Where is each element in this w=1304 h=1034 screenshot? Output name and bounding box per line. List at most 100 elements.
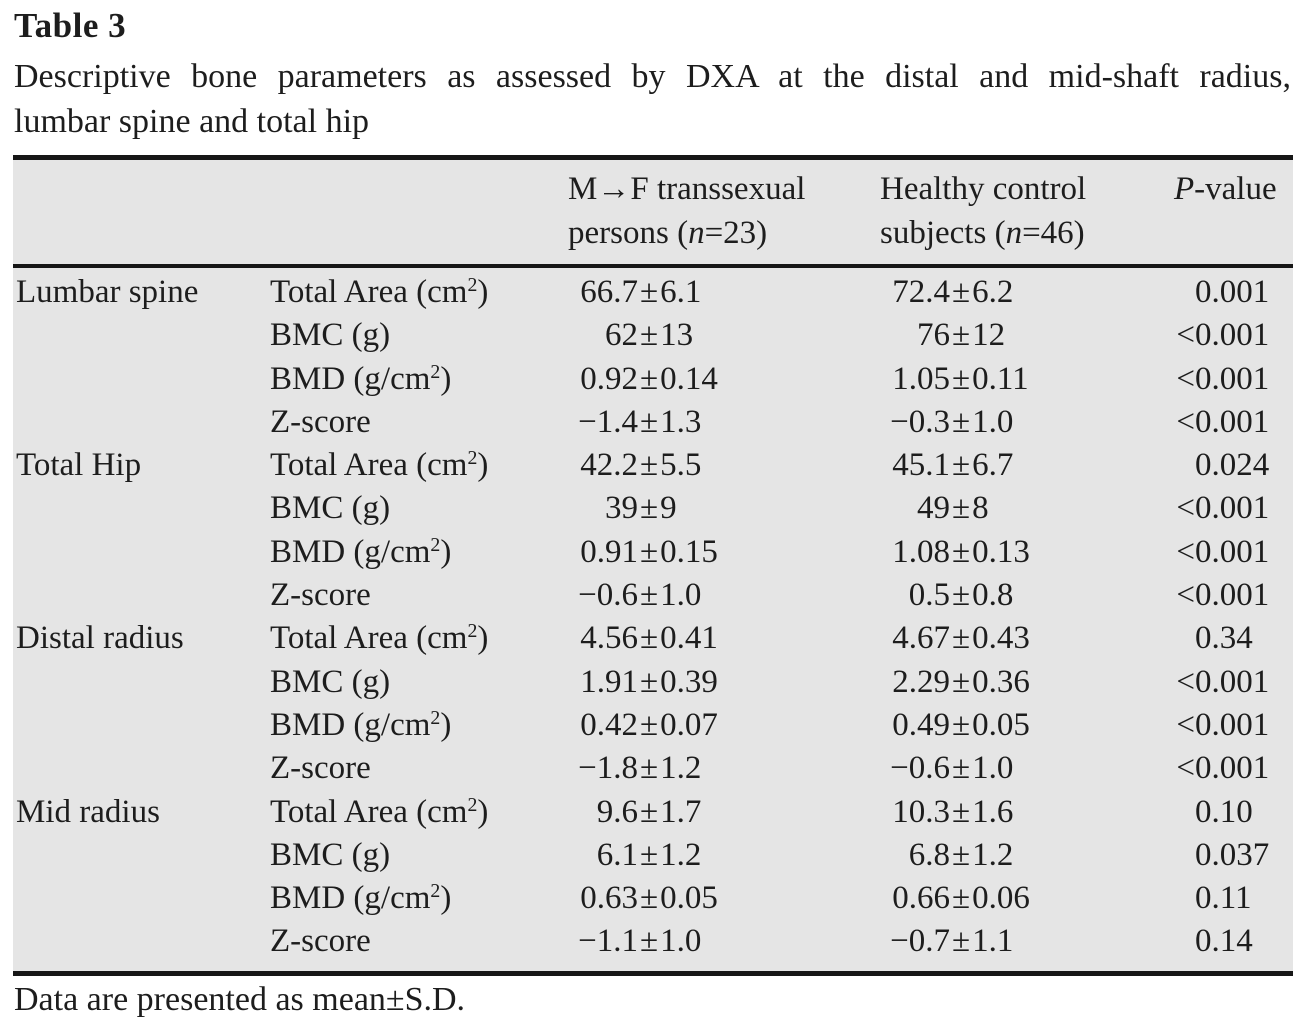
less-than-prefix: <: [1176, 403, 1195, 440]
cell-pvalue: 0.10: [1174, 791, 1253, 834]
control-header-line2-pre: subjects (: [880, 215, 1006, 251]
cell-pvalue: <0.001: [1174, 314, 1269, 357]
cell-mtf-value: 6.1±1.2: [568, 834, 702, 877]
cell-mtf-value: −0.6±1.0: [568, 574, 701, 617]
table-row: Z-score −0.6±1.0 0.5±0.8 <0.001: [13, 574, 1293, 617]
mean-value: 39: [605, 490, 638, 527]
section-label: Total Hip: [16, 447, 142, 484]
plus-minus-sign: ±: [640, 274, 659, 310]
cell-pvalue: 0.34: [1174, 617, 1253, 660]
plus-minus-sign: ±: [952, 274, 971, 310]
cell-control-value: 0.49±0.05: [880, 704, 1030, 747]
mtf-header-n-symbol: n: [688, 215, 705, 251]
sd-value: 1.2: [660, 836, 702, 873]
sd-value: 0.36: [972, 663, 1030, 700]
mean-value: −1.8: [578, 750, 638, 787]
table-row: Z-score −1.4±1.3 −0.3±1.0 <0.001: [13, 401, 1293, 444]
plus-minus-sign: ±: [952, 620, 971, 657]
sd-value: 9: [660, 490, 677, 527]
table-footnote: Data are presented as mean±S.D.: [14, 981, 466, 1018]
cell-control-value: −0.6±1.0: [880, 747, 1013, 790]
plus-minus-sign: ±: [640, 663, 659, 700]
pvalue-number: 0.34: [1195, 620, 1253, 657]
pvalue-header-rest: -value: [1194, 171, 1277, 207]
sd-value: 0.05: [972, 706, 1030, 743]
sd-value: 1.6: [972, 793, 1014, 830]
cell-pvalue: <0.001: [1174, 574, 1269, 617]
mean-value: 1.08: [892, 533, 950, 570]
plus-minus-sign: ±: [952, 490, 971, 527]
plus-minus-sign: ±: [640, 317, 659, 354]
mean-value: 6.8: [908, 836, 950, 873]
parameter-label: BMD (g/cm2): [270, 706, 452, 743]
mean-value: 4.67: [892, 620, 950, 657]
table-row: BMC (g) 1.91±0.39 2.29±0.36 <0.001: [13, 661, 1293, 704]
plus-minus-sign: ±: [640, 880, 659, 917]
mean-value: 0.42: [580, 706, 638, 743]
plus-minus-sign: ±: [952, 403, 971, 440]
cell-mtf-value: 0.91±0.15: [568, 531, 718, 574]
cell-control-value: 2.29±0.36: [880, 661, 1030, 704]
pvalue-number: 0.001: [1195, 403, 1270, 440]
cell-mtf-value: 62±13: [568, 314, 693, 357]
table-row: BMD (g/cm2) 0.42±0.07 0.49±0.05 <0.001: [13, 704, 1293, 747]
parameter-label: Total Area (cm2): [270, 274, 489, 310]
cell-pvalue: <0.001: [1174, 487, 1269, 530]
section-label: Lumbar spine: [16, 274, 199, 310]
parameter-label: BMC (g): [270, 317, 391, 354]
sd-value: 13: [660, 317, 694, 354]
mean-value: 45.1: [892, 447, 950, 484]
parameter-label: BMC (g): [270, 836, 391, 873]
table-row: BMC (g) 39±9 49±8 <0.001: [13, 487, 1293, 530]
pvalue-number: 0.001: [1195, 317, 1270, 354]
cell-pvalue: 0.037: [1174, 834, 1269, 877]
less-than-prefix: <: [1176, 750, 1195, 787]
plus-minus-sign: ±: [952, 360, 971, 397]
plus-minus-sign: ±: [640, 706, 659, 743]
mean-value: 6.1: [596, 836, 638, 873]
mean-value: 62: [605, 317, 638, 354]
sd-value: 8: [972, 490, 989, 527]
cell-control-value: 10.3±1.6: [880, 791, 1013, 834]
parameter-label: Total Area (cm2): [270, 447, 489, 484]
control-header-line2-post: =46): [1022, 215, 1085, 251]
mean-value: 9.6: [596, 793, 638, 830]
plus-minus-sign: ±: [640, 620, 659, 657]
control-header-line2: subjects (n=46): [880, 211, 1086, 255]
cell-control-value: 6.8±1.2: [880, 834, 1014, 877]
sd-value: 1.2: [660, 750, 702, 787]
sd-value: 6.7: [972, 447, 1014, 484]
cell-control-value: 0.66±0.06: [880, 877, 1030, 920]
sd-value: 0.13: [972, 533, 1030, 570]
cell-pvalue: <0.001: [1174, 747, 1269, 790]
plus-minus-sign: ±: [640, 490, 659, 527]
mean-value: 66.7: [580, 274, 638, 310]
sd-value: 6.2: [972, 274, 1014, 310]
plus-minus-sign: ±: [952, 836, 971, 873]
plus-minus-sign: ±: [952, 577, 971, 614]
cell-mtf-value: 0.42±0.07: [568, 704, 718, 747]
mean-value: 76: [917, 317, 950, 354]
parameter-label: BMD (g/cm2): [270, 533, 452, 570]
mtf-header-line2-pre: persons (: [568, 215, 689, 251]
parameter-label: BMC (g): [270, 663, 391, 700]
table-row: BMC (g) 62±13 76±12 <0.001: [13, 314, 1293, 357]
control-header-line1: Healthy control: [880, 171, 1087, 207]
parameter-label: BMD (g/cm2): [270, 360, 452, 397]
sd-value: 0.8: [972, 577, 1014, 614]
mean-value: 49: [917, 490, 950, 527]
mean-value: 0.66: [892, 880, 950, 917]
plus-minus-sign: ±: [952, 923, 971, 960]
mean-value: 2.29: [892, 663, 950, 700]
mean-value: 42.2: [580, 447, 638, 484]
cell-control-value: 1.05±0.11: [880, 358, 1029, 401]
cell-mtf-value: 66.7±6.1: [568, 271, 701, 314]
sd-value: 0.11: [972, 360, 1029, 397]
sd-value: 1.3: [660, 403, 702, 440]
table-row: Z-score −1.1±1.0 −0.7±1.1 0.14: [13, 920, 1293, 963]
plus-minus-sign: ±: [640, 447, 659, 484]
less-than-prefix: <: [1176, 533, 1195, 570]
table-title: Table 3: [14, 6, 127, 45]
mean-value: 10.3: [892, 793, 950, 830]
sd-value: 0.41: [660, 620, 718, 657]
